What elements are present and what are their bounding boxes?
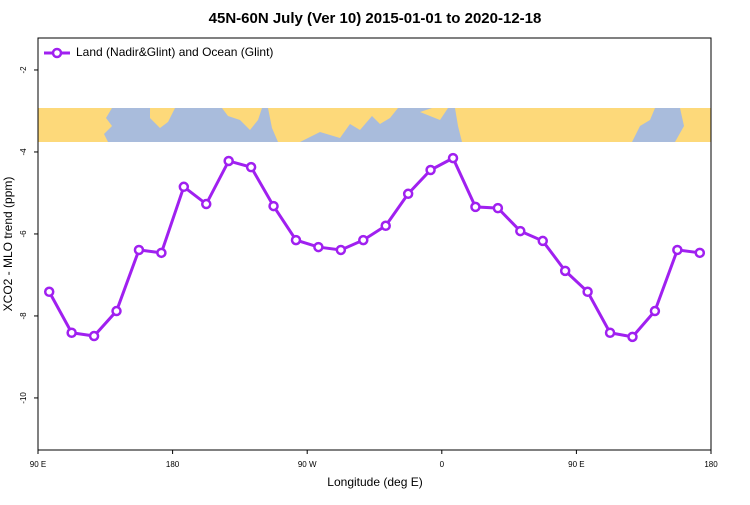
y-tick-label: -2	[19, 66, 28, 74]
chart-title: 45N-60N July (Ver 10) 2015-01-01 to 2020…	[209, 10, 542, 27]
x-tick-label: 90 E	[568, 460, 584, 469]
data-point	[537, 235, 548, 247]
data-point	[156, 247, 167, 259]
data-point	[492, 202, 504, 214]
data-point	[358, 234, 369, 246]
x-tick-label: 0	[440, 460, 445, 469]
plot-frame	[37, 37, 712, 451]
data-point	[66, 327, 77, 339]
data-point	[402, 188, 414, 200]
data-point	[245, 161, 257, 173]
data-point	[604, 327, 616, 339]
data-point	[335, 244, 347, 256]
x-tick-label: 180	[166, 460, 180, 469]
data-point	[111, 305, 122, 317]
data-point	[649, 305, 661, 317]
x-tick-label: 180	[704, 460, 718, 469]
data-point	[201, 198, 212, 210]
data-point	[313, 241, 324, 253]
x-tick-label: 90 W	[298, 460, 317, 469]
y-axis-label: XCO2 - MLO trend (ppm)	[1, 177, 15, 312]
y-tick-label: -10	[19, 392, 28, 404]
y-tick-label: -4	[19, 148, 28, 156]
legend-marker	[51, 47, 63, 59]
data-point	[447, 152, 459, 164]
data-point	[43, 286, 55, 298]
data-point	[178, 181, 190, 193]
map-strip	[38, 108, 711, 142]
data-point	[88, 330, 100, 342]
data-line	[47, 156, 700, 339]
x-tick-label: 90 E	[30, 460, 46, 469]
data-point	[133, 244, 145, 256]
y-tick-label: -6	[19, 230, 28, 238]
data-point	[694, 247, 706, 259]
data-point	[380, 220, 391, 232]
legend-label: Land (Nadir&Glint) and Ocean (Glint)	[76, 45, 273, 59]
data-point	[515, 225, 526, 237]
data-point	[425, 164, 436, 176]
data-point	[627, 331, 638, 343]
data-point	[470, 201, 481, 213]
data-point	[582, 286, 593, 298]
data-point	[559, 265, 571, 277]
y-tick-label: -8	[19, 312, 28, 320]
data-point	[223, 155, 234, 167]
data-point	[290, 234, 302, 246]
data-point	[672, 244, 683, 256]
data-point	[268, 200, 279, 212]
x-axis-label: Longitude (deg E)	[327, 475, 422, 489]
